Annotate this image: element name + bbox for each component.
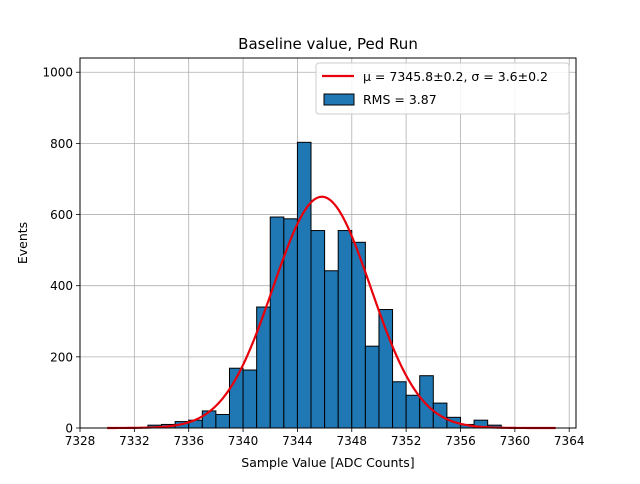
x-tick-label: 7352 bbox=[391, 434, 422, 448]
histogram-bar bbox=[296, 141, 312, 429]
histogram-bar bbox=[419, 375, 434, 429]
x-tick-label: 7328 bbox=[65, 434, 96, 448]
legend-box bbox=[315, 62, 570, 115]
y-tick-label: 0 bbox=[65, 422, 73, 436]
x-tick-label: 7344 bbox=[282, 434, 313, 448]
legend: μ = 7345.8±0.2, σ = 3.6±0.2 RMS = 3.87 bbox=[315, 62, 570, 115]
y-tick-label: 800 bbox=[50, 137, 73, 151]
histogram-bar bbox=[269, 216, 285, 429]
legend-fit-label: μ = 7345.8±0.2, σ = 3.6±0.2 bbox=[363, 69, 548, 84]
x-tick-label: 7336 bbox=[173, 434, 204, 448]
plot-frame bbox=[79, 57, 577, 429]
chart-title: Baseline value, Ped Run bbox=[238, 35, 418, 53]
histogram-bar bbox=[242, 369, 258, 429]
y-axis-ticks: 0 200 400 600 800 1000 bbox=[42, 66, 80, 436]
x-tick-label: 7348 bbox=[337, 434, 368, 448]
histogram-bar bbox=[337, 230, 353, 429]
histogram-bars bbox=[147, 141, 502, 429]
fit-curve bbox=[107, 195, 556, 430]
histogram-bar bbox=[405, 394, 421, 429]
fit-curve-group bbox=[107, 195, 556, 430]
y-axis-label: Events bbox=[15, 222, 30, 264]
legend-histogram-swatch bbox=[323, 93, 355, 106]
histogram-bar bbox=[201, 410, 217, 429]
histogram-bar bbox=[310, 230, 326, 429]
y-tick-label: 1000 bbox=[42, 66, 73, 80]
x-tick-label: 7340 bbox=[228, 434, 259, 448]
histogram-bar bbox=[364, 345, 380, 429]
y-tick-label: 200 bbox=[50, 350, 73, 364]
histogram-bar bbox=[324, 270, 339, 429]
y-tick-label: 600 bbox=[50, 208, 73, 222]
histogram-bar bbox=[392, 381, 407, 429]
legend-histogram-label: RMS = 3.87 bbox=[363, 92, 437, 107]
x-axis-ticks: 7328 7332 7336 7340 7344 7348 7352 7356 7360 7364 bbox=[65, 428, 585, 448]
x-tick-label: 7360 bbox=[500, 434, 531, 448]
y-tick-label: 400 bbox=[50, 279, 73, 293]
x-tick-label: 7332 bbox=[119, 434, 150, 448]
x-tick-label: 7356 bbox=[445, 434, 476, 448]
histogram-bar bbox=[351, 241, 366, 429]
x-axis-label: Sample Value [ADC Counts] bbox=[241, 455, 414, 470]
histogram-bar bbox=[215, 413, 230, 429]
x-tick-label: 7364 bbox=[554, 434, 585, 448]
